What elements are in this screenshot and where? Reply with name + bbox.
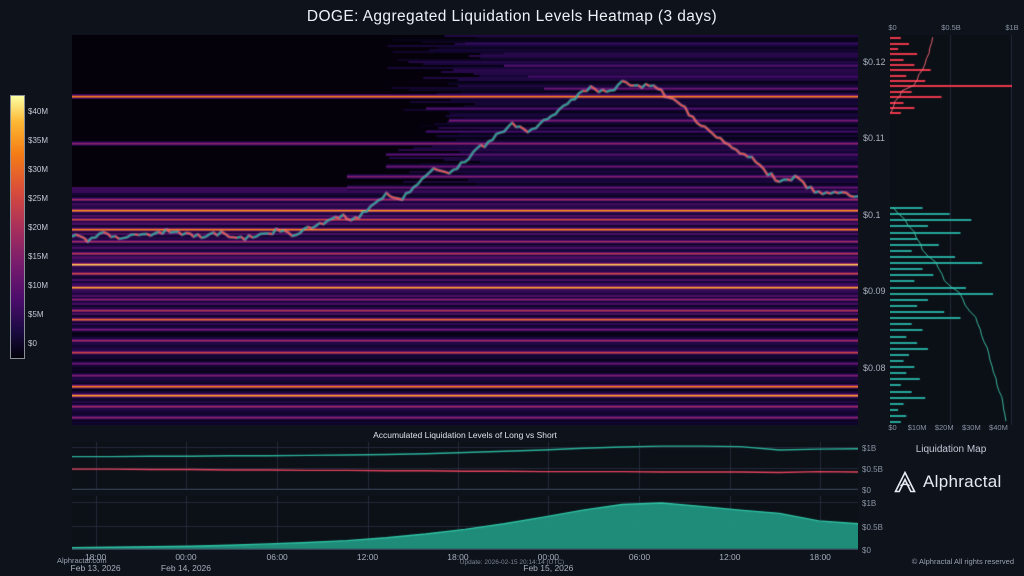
liquidation-map-title: Liquidation Map: [915, 444, 987, 455]
liqmap-bottom-tick: $30M: [961, 423, 981, 432]
colorbar-tick: $25M: [28, 194, 49, 203]
cumulative-y-tick: $0.5B: [862, 522, 883, 532]
liquidation-map-top-axis: $0 $0.5B $1B: [888, 23, 1018, 32]
cumulative-y-tick: $1B: [862, 499, 877, 509]
liqmap-bottom-tick: $40M: [989, 423, 1008, 432]
colorbar-gradient: [10, 95, 25, 359]
liqmap-bottom-tick: $10M: [907, 423, 927, 432]
liqmap-bottom-tick: $20M: [934, 423, 954, 432]
liquidation-map-bottom-axis: $0 $10M $20M $30M $40M: [888, 423, 1012, 432]
alphractal-logo: Alphractal: [893, 470, 1002, 494]
time-tick: 12:00: [356, 552, 379, 562]
accumulated-y-tick: $0.5B: [862, 465, 883, 475]
date-tick: Feb 14, 2026: [160, 563, 212, 573]
date-axis: Feb 13, 2026 Feb 14, 2026 Feb 15, 2026: [0, 563, 1024, 573]
cumulative-longs-canvas[interactable]: [72, 496, 858, 550]
price-tick: $0.09: [863, 286, 886, 297]
liqmap-top-tick: $1B: [1005, 23, 1019, 32]
alphractal-logo-icon: [894, 470, 916, 493]
price-tick: $0.11: [863, 133, 885, 144]
watermark: Alphractal.com: [57, 556, 107, 565]
date-tick: Feb 13, 2026: [70, 563, 121, 573]
colorbar-tick: $5M: [28, 310, 44, 319]
time-tick: 06:00: [266, 552, 288, 562]
colorbar-tick: $30M: [28, 165, 49, 174]
colorbar-tick: $40M: [28, 107, 49, 116]
colorbar-tick: $35M: [28, 136, 49, 145]
accumulated-chart-title: Accumulated Liquidation Levels of Long v…: [373, 430, 557, 440]
cumulative-y-tick: $0: [862, 546, 871, 555]
time-tick: 18:00: [809, 552, 831, 562]
time-tick: 18:00: [447, 552, 469, 562]
accumulated-y-tick: $1B: [862, 444, 877, 454]
price-axis: $0.12 $0.11 $0.1 $0.09 $0.08: [863, 0, 889, 576]
colorbar-tick: $10M: [28, 281, 49, 290]
colorbar-tick: $20M: [28, 223, 49, 232]
liquidation-heatmap-canvas[interactable]: [72, 35, 858, 425]
liqmap-top-tick: $0.5B: [941, 23, 961, 32]
price-tick: $0.1: [863, 209, 881, 220]
copyright: © Alphractal All rights reserved: [911, 557, 1014, 566]
colorbar-tick: $0: [28, 339, 37, 348]
date-tick: Feb 15, 2026: [523, 563, 574, 573]
time-tick: 18:00: [84, 552, 107, 562]
colorbar-tick: $15M: [28, 252, 49, 261]
page-title: DOGE: Aggregated Liquidation Levels Heat…: [306, 8, 718, 25]
time-axis: 18:00 00:00 06:00 12:00 18:00 00:00 06:00 12:00…: [0, 552, 1024, 562]
colorbar-ticks: $40M $35M $30M $25M $20M $15M $10M $5M $0: [28, 108, 48, 348]
liqmap-bottom-tick: $0: [888, 423, 897, 432]
accumulated-long-short-canvas[interactable]: [72, 442, 858, 490]
time-tick: 00:00: [175, 552, 197, 562]
price-tick: $0.12: [863, 56, 886, 67]
alphractal-logo-text: Alphractal: [923, 472, 1002, 491]
liquidation-map-canvas[interactable]: [890, 35, 1012, 425]
accumulated-y-tick: $0: [862, 486, 871, 495]
price-tick: $0.08: [863, 362, 886, 373]
liqmap-top-tick: $0: [888, 23, 897, 32]
time-tick: 12:00: [719, 552, 741, 562]
time-tick: 06:00: [628, 552, 651, 562]
update-timestamp: Update: 2026-02-15 20:14:14 (UTC): [459, 559, 565, 566]
time-tick: 00:00: [537, 552, 559, 562]
